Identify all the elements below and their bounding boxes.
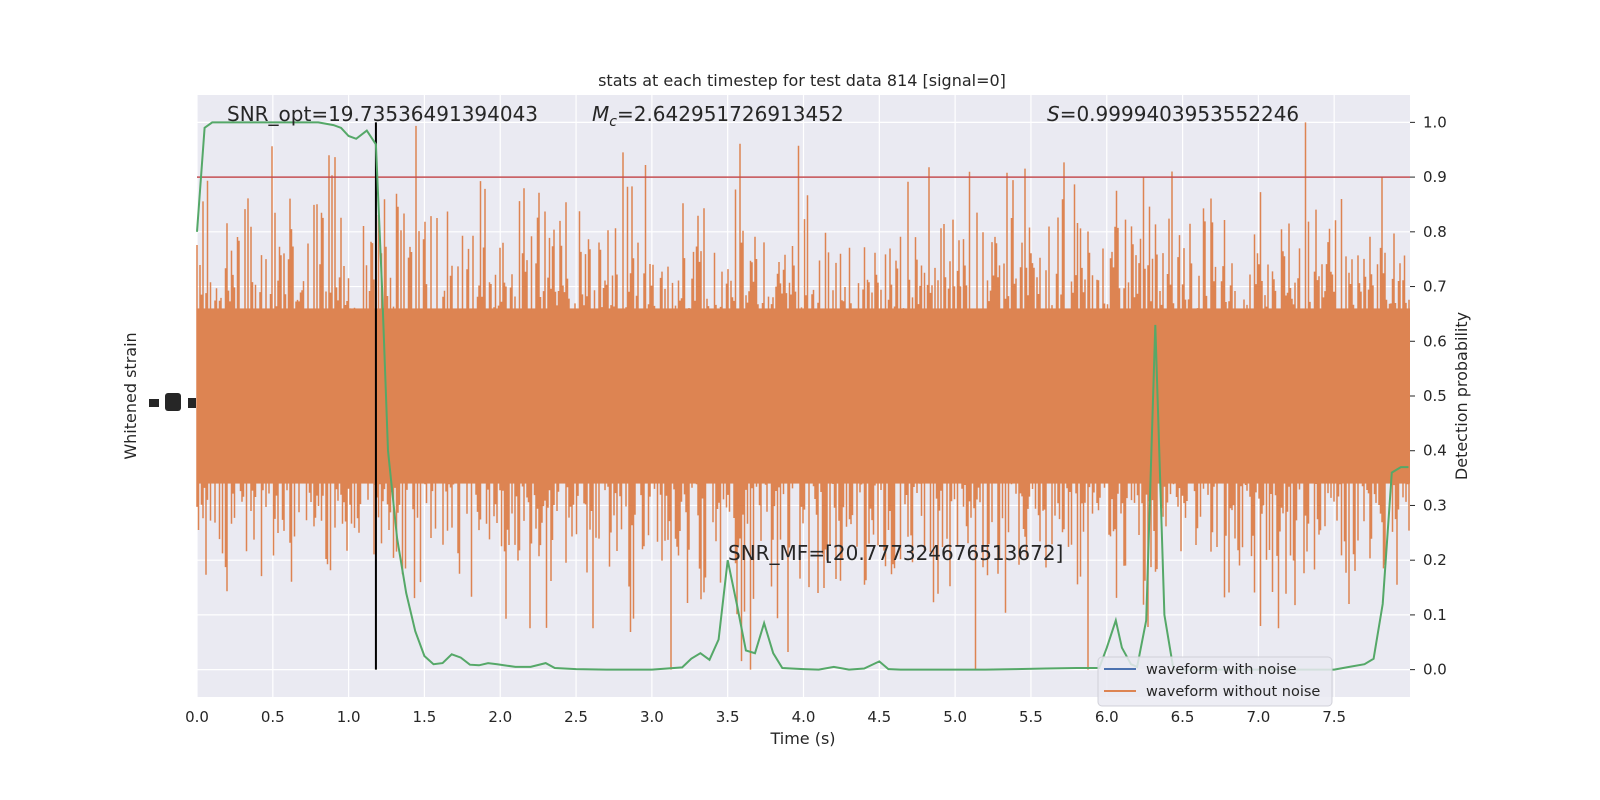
- right-tick-label: 0.1: [1423, 606, 1447, 624]
- snr-opt-annotation: SNR_opt=19.73536491394043: [227, 102, 538, 126]
- x-tick-label: 4.0: [792, 708, 816, 726]
- right-axis-label: Detection probability: [1452, 312, 1471, 480]
- x-tick-label: 3.0: [640, 708, 664, 726]
- x-tick-label: 6.5: [1171, 708, 1195, 726]
- right-tick-label: 0.3: [1423, 496, 1447, 514]
- x-tick-label: 1.5: [413, 708, 437, 726]
- legend: waveform with noise waveform without noi…: [1097, 656, 1333, 707]
- right-tick-label: 0.7: [1423, 278, 1447, 296]
- x-tick-label: 0.0: [185, 708, 209, 726]
- right-tick-label: 0.0: [1423, 661, 1447, 679]
- right-tick-label: 0.4: [1423, 442, 1447, 460]
- x-axis-ticks: 0.0 0.5 1.0 1.5 2.0 2.5 3.0 3.5 4.0 4.5 5.0 5.5 6.0 6…: [185, 708, 1346, 726]
- x-tick-label: 5.5: [1019, 708, 1043, 726]
- x-tick-label: 0.5: [261, 708, 285, 726]
- right-tick-label: 0.5: [1423, 387, 1447, 405]
- x-tick-label: 4.5: [867, 708, 891, 726]
- right-tick-label: 0.6: [1423, 332, 1447, 350]
- left-axis-tick-cluster: [149, 393, 196, 411]
- legend-label-noise: waveform with noise: [1146, 662, 1297, 678]
- right-tick-label: 1.0: [1423, 113, 1447, 131]
- right-tick-label: 0.8: [1423, 223, 1447, 241]
- x-axis-label: Time (s): [769, 729, 835, 748]
- x-tick-label: 5.0: [943, 708, 967, 726]
- x-tick-label: 3.5: [716, 708, 740, 726]
- legend-box: [1097, 656, 1333, 707]
- x-tick-label: 6.0: [1095, 708, 1119, 726]
- x-tick-label: 7.0: [1246, 708, 1270, 726]
- x-tick-label: 7.5: [1322, 708, 1346, 726]
- chart-title: stats at each timestep for test data 814…: [598, 71, 1006, 90]
- right-tick-label: 0.2: [1423, 551, 1447, 569]
- legend-label-clean: waveform without noise: [1146, 684, 1320, 700]
- strain-layer: [196, 122, 1410, 670]
- mc-annotation: Mc=2.642951726913452: [592, 102, 844, 130]
- snr-mf-annotation: SNR_MF=[20.777324676513672]: [728, 541, 1063, 565]
- x-tick-label: 2.5: [564, 708, 588, 726]
- right-tick-label: 0.9: [1423, 168, 1447, 186]
- left-axis-label: Whitened strain: [121, 332, 140, 459]
- s-annotation: S=0.9999403953552246: [1047, 102, 1299, 126]
- strain-trace: [196, 122, 1410, 670]
- x-tick-label: 1.0: [337, 708, 361, 726]
- probability-line: [196, 121, 1409, 671]
- x-tick-label: 2.0: [488, 708, 512, 726]
- right-axis-ticks: 0.0 0.1 0.2 0.3 0.4 0.5 0.6 0.7 0.8 0.9 1.0: [1410, 113, 1447, 679]
